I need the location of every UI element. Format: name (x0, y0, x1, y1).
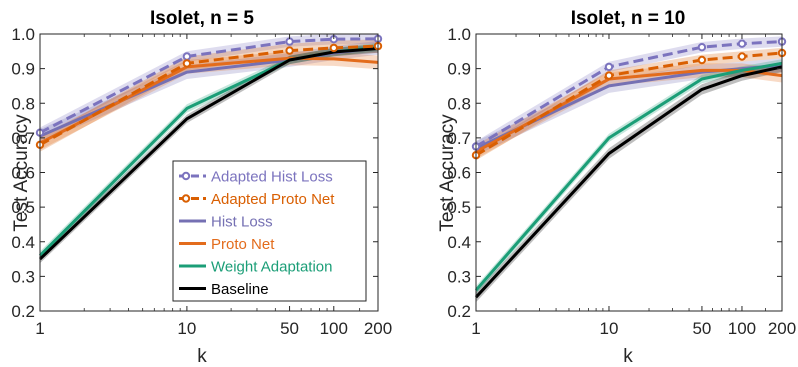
x-tick-label: 100 (320, 319, 348, 338)
x-tick-label: 200 (768, 319, 796, 338)
plot-area: 0.2 0.3 0.4 0.5 0.6 0.7 0.8 0.9 1.0 1 10 50 100 200 (447, 25, 796, 338)
y-tick-label: 1.0 (447, 25, 471, 44)
series-line (39, 37, 379, 135)
data-point (329, 43, 338, 53)
data-point (285, 37, 294, 46)
y-tick-label: 0.3 (11, 267, 35, 286)
legend-label: Adapted Hist Loss (211, 169, 333, 186)
y-tick-label: 0.2 (447, 302, 471, 321)
x-tick-label: 200 (364, 319, 392, 338)
x-tick-label: 50 (692, 319, 711, 338)
x-tick-label: 1 (471, 319, 480, 338)
x-tick-label: 10 (600, 319, 619, 338)
legend-label: Baseline (211, 281, 269, 298)
legend-marker (181, 194, 191, 203)
data-point (285, 46, 294, 55)
y-tick-label: 0.8 (447, 94, 471, 113)
x-tick-label: 1 (35, 319, 44, 338)
series-line (39, 56, 379, 145)
chart-right: Isolet, n = 10 k Test Accuracy 0.2 0.3 0.4… (437, 8, 796, 367)
legend-marker (181, 171, 191, 181)
legend-entry: Hist Loss (179, 214, 273, 231)
data-point (604, 71, 614, 80)
legend-label: Hist Loss (211, 214, 273, 231)
legend-entry: Adapted Hist Loss (179, 169, 333, 186)
y-tick-label: 0.6 (11, 164, 35, 183)
series-band (476, 61, 782, 303)
series-band (476, 36, 782, 152)
data-point (182, 59, 192, 68)
series-line (474, 61, 783, 292)
series-line (474, 65, 783, 299)
legend-label: Adapted Proto Net (211, 191, 335, 208)
y-tick-label: 0.4 (11, 233, 35, 252)
x-axis-label: k (197, 346, 207, 367)
y-tick-label: 0.9 (447, 60, 471, 79)
data-point (604, 62, 614, 72)
y-tick-label: 0.7 (11, 129, 35, 148)
chart-title: Isolet, n = 10 (571, 8, 686, 29)
legend-label: Weight Adaptation (211, 259, 332, 276)
legend-entry: Adapted Proto Net (179, 191, 335, 208)
y-tick-label: 0.5 (447, 198, 471, 217)
chart-left: Isolet, n = 5 k Test Accuracy 0.20.30.40… (11, 8, 392, 367)
y-tick-label: 0.8 (11, 94, 35, 113)
legend-label: Proto Net (211, 236, 275, 253)
data-point (737, 39, 747, 48)
legend: Adapted Hist Loss Adapted Proto Net Hist L… (172, 160, 367, 302)
legend-entry: Proto Net (179, 236, 275, 253)
y-tick-label: 0.9 (11, 60, 35, 79)
y-tick-label: 0.3 (447, 267, 471, 286)
x-tick-label: 10 (177, 319, 196, 338)
data-point (697, 43, 707, 52)
data-point (697, 55, 707, 65)
y-axis-label: Test Accuracy (437, 114, 458, 232)
x-axis-label: k (623, 346, 633, 367)
y-tick-label: 1.0 (11, 25, 35, 44)
y-tick-label: 0.7 (447, 129, 471, 148)
data-point (737, 52, 747, 61)
y-tick-label: 0.4 (447, 233, 471, 252)
plot-area: 0.2 0.3 0.4 0.5 0.6 0.7 0.8 0.9 1.0 1 10 50 100 200 (11, 25, 392, 338)
y-axis-label: Test Accuracy (11, 114, 32, 232)
y-tick-label: 0.5 (11, 198, 35, 217)
series-line (38, 47, 379, 261)
x-tick-label: 100 (728, 319, 756, 338)
y-tick-label: 0.2 (11, 302, 35, 321)
legend-entry: Weight Adaptation (179, 259, 332, 276)
y-tick-label: 0.6 (447, 164, 471, 183)
legend-entry: Baseline (179, 281, 269, 298)
series-band (476, 47, 782, 161)
series-band (476, 59, 782, 295)
x-tick-label: 50 (280, 319, 299, 338)
legend-box (172, 160, 367, 302)
data-point (182, 52, 192, 61)
chart-title: Isolet, n = 5 (150, 8, 254, 29)
